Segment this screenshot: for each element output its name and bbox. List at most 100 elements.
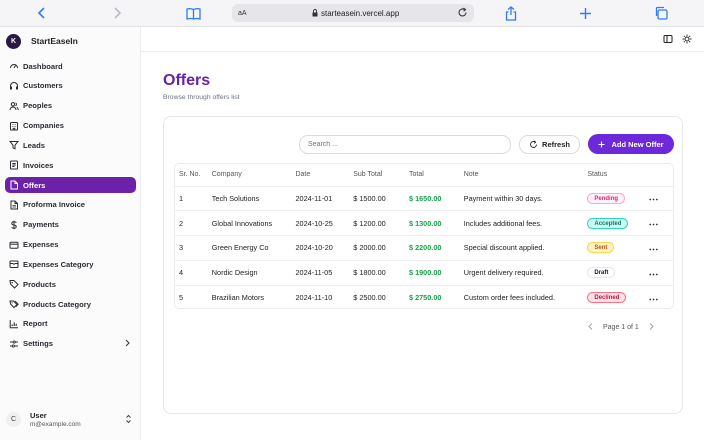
sidebar-item-peoples[interactable]: Peoples <box>5 98 136 114</box>
sidebar-item-offers[interactable]: Offers <box>5 177 136 194</box>
column-header-note[interactable]: Note <box>463 164 588 187</box>
user-menu[interactable]: C User m@example.com <box>6 408 136 430</box>
plus-icon <box>598 141 605 147</box>
status-badge: Sent <box>587 242 615 254</box>
cell-status: Declined <box>587 285 649 308</box>
sidebar-item-payments[interactable]: Payments <box>5 217 136 233</box>
cell-company: Tech Solutions <box>211 186 296 212</box>
cell-status: Sent <box>587 235 650 261</box>
dollar-icon <box>9 220 19 230</box>
sidebar-item-label: Settings <box>23 339 53 349</box>
filter-icon <box>9 140 19 150</box>
more-horizontal-icon[interactable] <box>649 268 658 278</box>
sidebar-item-expenses-category[interactable]: Expenses Category <box>5 256 136 272</box>
sidebar-item-proforma-invoice[interactable]: Proforma Invoice <box>5 197 136 213</box>
wallet-cards-icon <box>9 259 19 269</box>
column-header-status[interactable]: Status <box>587 164 650 187</box>
sidebar-item-report[interactable]: Report <box>5 316 136 332</box>
sidebar-item-products-category[interactable]: Products Category <box>5 296 136 312</box>
forward-icon[interactable] <box>112 4 122 22</box>
book-icon[interactable] <box>186 4 201 22</box>
table-row[interactable]: 2 Global Innovations 2024-10-25 $ 1200.00 $ … <box>175 210 673 237</box>
chevron-right-icon <box>125 339 130 349</box>
row-actions-cell <box>649 260 673 286</box>
more-horizontal-icon[interactable] <box>649 218 658 228</box>
sidebar-item-dashboard[interactable]: Dashboard <box>5 58 136 74</box>
new-tab-icon[interactable] <box>579 4 592 22</box>
refresh-button[interactable]: Refresh <box>519 135 580 154</box>
sidebar-item-label: Proforma Invoice <box>23 200 86 210</box>
column-header-total[interactable]: Total <box>408 164 464 187</box>
sidebar-item-label: Dashboard <box>23 61 63 71</box>
sidebar-item-products[interactable]: Products <box>5 276 136 292</box>
prev-page-icon[interactable] <box>588 322 593 332</box>
avatar: C <box>6 411 21 427</box>
sidebar-item-invoices[interactable]: Invoices <box>5 157 136 173</box>
chart-icon <box>9 319 19 329</box>
sidebar-item-label: Leads <box>23 140 45 150</box>
users-icon <box>9 101 19 111</box>
cell-sr-no: 1 <box>175 186 212 212</box>
file-text-icon <box>9 200 19 210</box>
reload-icon[interactable] <box>457 7 468 20</box>
cell-date: 2024-10-20 <box>295 235 354 261</box>
sidebar-item-expenses[interactable]: Expenses <box>5 237 136 253</box>
table-row[interactable]: 4 Nordic Design 2024-11-05 $ 1800.00 $ 1900.… <box>175 260 673 286</box>
table-row[interactable]: 5 Brazilian Motors 2024-11-10 $ 2500.00 $ 27… <box>175 285 673 308</box>
column-header-date[interactable]: Date <box>295 164 354 187</box>
reader-aa-button[interactable]: aA <box>238 9 247 17</box>
user-email: m@example.com <box>30 420 81 428</box>
sidebar-item-customers[interactable]: Customers <box>5 78 136 94</box>
sidebar-item-leads[interactable]: Leads <box>5 137 136 153</box>
tabs-overview-icon[interactable] <box>654 4 668 22</box>
wallet-icon <box>9 240 19 250</box>
top-bar <box>141 27 704 52</box>
add-new-offer-button[interactable]: Add New Offer <box>588 134 674 154</box>
cell-sub-total: $ 1500.00 <box>353 186 409 212</box>
cell-date: 2024-11-01 <box>295 186 354 212</box>
column-header-company[interactable]: Company <box>211 164 296 187</box>
sidebar-item-label: Report <box>23 319 48 329</box>
brand[interactable]: K StartEaseIn <box>6 33 78 49</box>
share-icon[interactable] <box>505 4 517 22</box>
column-header-actions <box>649 164 673 187</box>
theme-toggle-icon[interactable] <box>682 34 692 46</box>
cell-sub-total: $ 2000.00 <box>353 235 409 261</box>
cell-company: Global Innovations <box>211 210 296 237</box>
cell-company: Nordic Design <box>211 260 296 286</box>
sidebar-toggle-icon[interactable] <box>663 34 673 46</box>
column-header-sr-no[interactable]: Sr. No. <box>175 164 212 187</box>
address-bar[interactable]: aA starteasein.vercel.app <box>232 4 474 22</box>
url-text: starteasein.vercel.app <box>321 8 400 18</box>
headset-icon <box>9 81 19 91</box>
cell-sr-no: 2 <box>175 210 212 237</box>
offers-card: Refresh Add New Offer Sr. No. Company Da… <box>163 116 683 414</box>
cell-note: Payment within 30 days. <box>463 186 588 212</box>
add-new-offer-label: Add New Offer <box>611 139 664 149</box>
table-row[interactable]: 3 Green Energy Co 2024-10-20 $ 2000.00 $ 220… <box>175 235 673 261</box>
more-horizontal-icon[interactable] <box>649 193 658 203</box>
sidebar-item-settings[interactable]: Settings <box>5 336 136 352</box>
search-input[interactable] <box>299 135 511 154</box>
next-page-icon[interactable] <box>649 322 654 332</box>
row-actions-cell <box>649 210 673 237</box>
gauge-icon <box>9 61 19 71</box>
refresh-label: Refresh <box>542 140 570 149</box>
column-header-sub-total[interactable]: Sub Total <box>353 164 409 187</box>
status-badge: Declined <box>587 292 627 304</box>
table-header-row: Sr. No. Company Date Sub Total Total Not… <box>175 164 673 187</box>
cell-status: Pending <box>587 186 650 212</box>
sidebar-item-companies[interactable]: Companies <box>5 118 136 134</box>
cell-total: $ 1300.00 <box>408 210 464 237</box>
page-title: Offers <box>163 72 211 89</box>
more-horizontal-icon[interactable] <box>649 243 658 253</box>
sidebar-item-label: Companies <box>23 121 64 131</box>
page-indicator: Page 1 of 1 <box>603 323 639 331</box>
sidebar-item-label: Offers <box>23 180 46 190</box>
sidebar-item-label: Products Category <box>23 299 91 309</box>
back-icon[interactable] <box>37 4 47 22</box>
more-horizontal-icon[interactable] <box>649 293 658 303</box>
table-row[interactable]: 1 Tech Solutions 2024-11-01 $ 1500.00 $ 1650… <box>175 186 673 212</box>
receipt-icon <box>9 160 19 170</box>
cell-note: Custom order fees included. <box>463 293 555 303</box>
